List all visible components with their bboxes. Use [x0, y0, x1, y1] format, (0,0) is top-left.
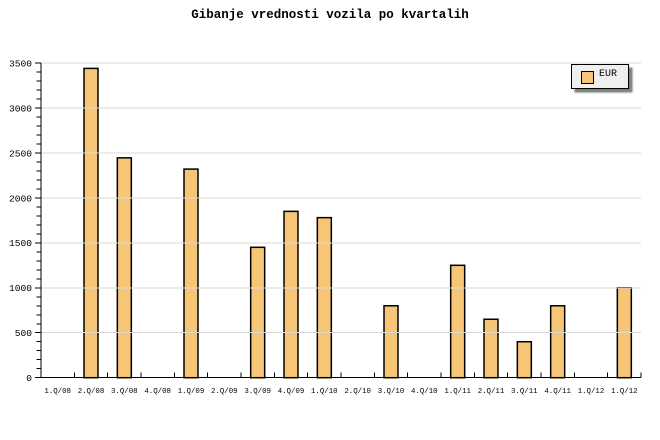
svg-text:2.Q/10: 2.Q/10	[344, 388, 371, 396]
svg-text:1500: 1500	[9, 238, 32, 249]
svg-text:3.Q/10: 3.Q/10	[378, 388, 405, 396]
svg-text:1.Q/11: 1.Q/11	[444, 388, 471, 396]
svg-text:3500: 3500	[9, 58, 32, 69]
svg-text:4.Q/08: 4.Q/08	[144, 388, 171, 396]
svg-text:3.Q/09: 3.Q/09	[244, 388, 271, 396]
svg-text:4.Q/11: 4.Q/11	[544, 388, 571, 396]
svg-text:3.Q/08: 3.Q/08	[111, 388, 138, 396]
svg-text:4.Q/10: 4.Q/10	[411, 388, 438, 396]
svg-text:1.Q/10: 1.Q/10	[311, 388, 338, 396]
svg-text:1.Q/09: 1.Q/09	[178, 388, 205, 396]
svg-text:3000: 3000	[9, 103, 32, 114]
svg-text:0: 0	[26, 373, 32, 384]
svg-text:2.Q/11: 2.Q/11	[478, 388, 505, 396]
svg-text:1.Q/08: 1.Q/08	[44, 388, 71, 396]
svg-text:500: 500	[15, 328, 33, 339]
svg-text:1.Q/12: 1.Q/12	[578, 388, 605, 396]
svg-text:2.Q/08: 2.Q/08	[78, 388, 105, 396]
svg-text:2500: 2500	[9, 148, 32, 159]
svg-text:4.Q/09: 4.Q/09	[278, 388, 305, 396]
svg-text:2.Q/09: 2.Q/09	[211, 388, 238, 396]
svg-text:2000: 2000	[9, 193, 32, 204]
svg-text:1000: 1000	[9, 283, 32, 294]
svg-text:1.Q/12: 1.Q/12	[611, 388, 638, 396]
svg-text:3.Q/11: 3.Q/11	[511, 388, 538, 396]
